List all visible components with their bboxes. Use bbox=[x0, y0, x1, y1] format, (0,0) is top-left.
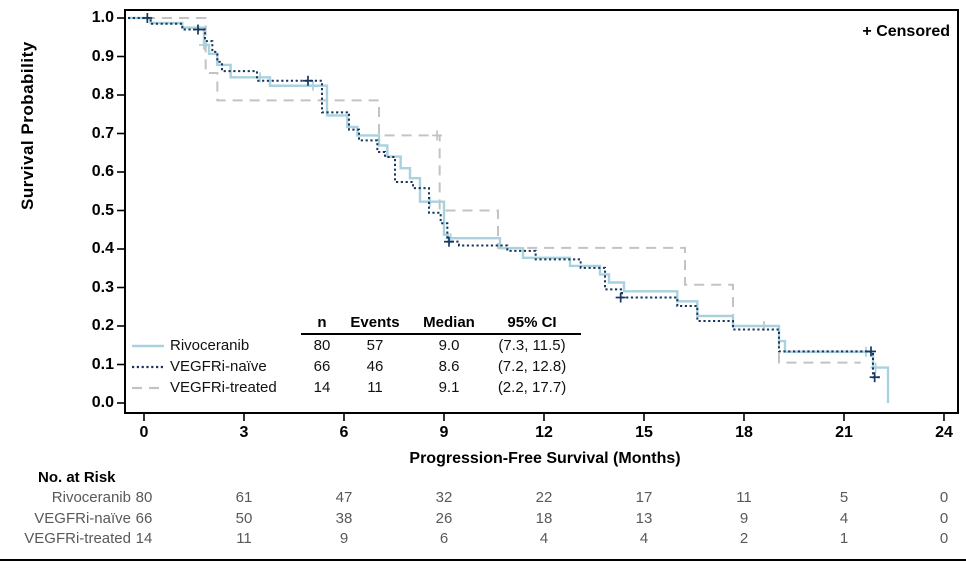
risk-count: 0 bbox=[939, 510, 949, 527]
x-tick-label: 24 bbox=[935, 424, 953, 441]
y-tick-label: 0.1 bbox=[91, 355, 114, 373]
y-tick-label: 0.7 bbox=[91, 124, 114, 142]
legend-median-value: 9.0 bbox=[438, 337, 460, 354]
risk-count: 26 bbox=[435, 510, 453, 527]
risk-row-label: VEGFRi-naïve bbox=[34, 510, 131, 527]
plot-frame bbox=[124, 9, 959, 414]
risk-count: 32 bbox=[435, 489, 453, 506]
x-tick-label: 12 bbox=[535, 424, 553, 441]
legend-header-rule bbox=[301, 333, 581, 335]
x-tick-label: 15 bbox=[635, 424, 653, 441]
y-tick-label: 0.2 bbox=[91, 317, 114, 334]
y-tick-label: 0.3 bbox=[91, 278, 114, 296]
risk-count: 22 bbox=[535, 489, 553, 506]
risk-count: 66 bbox=[135, 510, 153, 527]
legend-n-value: 14 bbox=[313, 379, 331, 396]
km-curve-vegfri-treated bbox=[128, 17, 861, 364]
legend-events-value: 57 bbox=[366, 337, 384, 354]
legend-col-header: Median bbox=[423, 314, 475, 331]
risk-count: 1 bbox=[839, 530, 849, 547]
risk-count: 11 bbox=[236, 530, 252, 547]
x-tick-label: 9 bbox=[439, 424, 449, 441]
risk-count: 0 bbox=[939, 530, 949, 547]
y-tick-label: 1.0 bbox=[91, 9, 114, 26]
risk-row-label: Rivoceranib bbox=[51, 489, 131, 506]
legend-series-name: VEGFRi-naïve bbox=[170, 358, 267, 375]
x-tick-label: 6 bbox=[339, 424, 349, 441]
risk-table-title: No. at Risk bbox=[38, 469, 116, 486]
y-tick-label: 0.5 bbox=[91, 201, 114, 219]
risk-row-label: VEGFRi-treated bbox=[24, 530, 131, 547]
y-axis-title: Survival Probability bbox=[18, 41, 37, 210]
legend-n-value: 80 bbox=[313, 337, 331, 354]
risk-count: 5 bbox=[839, 489, 849, 506]
risk-count: 4 bbox=[639, 530, 649, 547]
risk-count: 17 bbox=[635, 489, 653, 506]
y-tick-label: 0.9 bbox=[91, 47, 114, 65]
legend-col-header: Events bbox=[350, 314, 400, 331]
risk-count: 0 bbox=[939, 489, 949, 506]
risk-count: 4 bbox=[539, 530, 549, 547]
legend-median-value: 9.1 bbox=[438, 379, 460, 396]
risk-count: 80 bbox=[135, 489, 153, 506]
risk-count: 6 bbox=[439, 530, 449, 547]
legend-series-name: VEGFRi-treated bbox=[170, 379, 277, 396]
legend-col-header: 95% CI bbox=[507, 314, 557, 331]
legend-ci-value: (7.3, 11.5) bbox=[498, 337, 566, 354]
km-curve-vegfri-na-ve bbox=[128, 17, 883, 379]
y-tick-label: 0.8 bbox=[91, 86, 114, 103]
y-tick-label: 0.6 bbox=[91, 163, 114, 180]
risk-count: 9 bbox=[739, 510, 749, 527]
x-tick-label: 3 bbox=[239, 424, 249, 441]
x-tick-label: 18 bbox=[735, 424, 753, 441]
censored-legend-label: + Censored bbox=[862, 23, 950, 40]
risk-count: 2 bbox=[739, 530, 749, 547]
risk-count: 61 bbox=[235, 489, 253, 506]
y-tick-label: 0.4 bbox=[91, 240, 114, 257]
risk-count: 9 bbox=[339, 530, 349, 547]
risk-count: 11 bbox=[736, 489, 752, 506]
risk-count: 13 bbox=[635, 510, 653, 527]
legend-n-value: 66 bbox=[313, 358, 331, 375]
risk-count: 4 bbox=[839, 510, 849, 527]
x-tick-label: 0 bbox=[139, 424, 149, 441]
risk-count: 14 bbox=[135, 530, 153, 547]
y-tick-label: 0.0 bbox=[91, 394, 114, 411]
risk-count: 18 bbox=[535, 510, 553, 527]
legend-ci-value: (7.2, 12.8) bbox=[497, 358, 567, 375]
x-tick-label: 21 bbox=[835, 424, 853, 441]
risk-count: 50 bbox=[235, 510, 253, 527]
legend-median-value: 8.6 bbox=[438, 358, 460, 375]
legend-series-name: Rivoceranib bbox=[170, 337, 250, 354]
legend-events-value: 11 bbox=[367, 379, 383, 396]
risk-count: 38 bbox=[335, 510, 353, 527]
legend-ci-value: (2.2, 17.7) bbox=[497, 379, 567, 396]
x-axis-title: Progression-Free Survival (Months) bbox=[409, 450, 681, 467]
risk-count: 47 bbox=[335, 489, 353, 506]
figure-bottom-border bbox=[0, 559, 966, 561]
legend-events-value: 46 bbox=[366, 358, 384, 375]
legend-col-header: n bbox=[317, 314, 327, 331]
